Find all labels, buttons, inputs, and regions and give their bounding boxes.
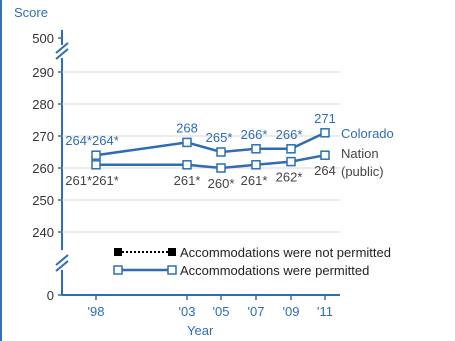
y-tick-label: 270	[32, 129, 54, 144]
axis-break-upper	[55, 42, 69, 60]
data-label: 264*264*	[65, 133, 119, 148]
y-tick-label: 500	[32, 31, 54, 46]
data-point	[91, 160, 101, 170]
y-tick-label: 250	[32, 193, 54, 208]
data-point	[91, 150, 101, 160]
legend-swatch-not-permitted-marker	[114, 248, 122, 256]
legend-label-permitted: Accommodations were permitted	[180, 263, 369, 278]
series-name-nation-sub: (public)	[341, 164, 384, 179]
series-name-colorado: Colorado	[341, 126, 394, 141]
x-tick-label: '11	[317, 304, 333, 319]
x-axis-title: Year	[187, 323, 214, 338]
x-tick-label: '98	[88, 304, 105, 319]
series-name-nation: Nation	[341, 146, 379, 161]
y-axis-title: Score	[14, 5, 48, 20]
left-edge-rule	[0, 0, 2, 341]
legend-label-not-permitted: Accommodations were not permitted	[180, 245, 391, 260]
series-line-1	[96, 153, 326, 170]
data-label: 261*	[174, 173, 201, 188]
data-point	[320, 150, 330, 160]
data-point	[251, 160, 261, 170]
data-label: 261*	[241, 173, 268, 188]
y-tick-label: 260	[32, 161, 54, 176]
data-point	[216, 163, 226, 173]
data-label: 261*261*	[65, 173, 119, 188]
data-label: 265*	[206, 130, 233, 145]
data-label: 266*	[241, 127, 268, 142]
tick-labels: 500 290 280 270 260 250 240 0 '98 '03 '05 '07 '09 '11	[32, 31, 333, 319]
data-point	[320, 128, 330, 138]
data-point	[286, 156, 296, 167]
x-tick-label: '03	[179, 304, 196, 319]
data-label: 266*	[276, 127, 303, 142]
data-point	[182, 160, 192, 170]
y-tick-label: 290	[32, 65, 54, 80]
data-point	[216, 147, 226, 157]
legend-swatch-not-permitted-marker	[168, 248, 176, 256]
data-point	[182, 137, 192, 148]
data-label: 264	[314, 163, 336, 178]
data-label: 268	[176, 120, 198, 135]
data-label: 262*	[276, 170, 303, 185]
x-tick-label: '05	[213, 304, 230, 319]
axis-break-lower	[55, 254, 69, 272]
x-tick-label: '07	[248, 304, 265, 319]
y-tick-label: 280	[32, 97, 54, 112]
legend-swatch-permitted-marker	[113, 265, 123, 275]
series-line-0	[95, 131, 326, 157]
axes	[55, 30, 340, 300]
y-tick-label: 0	[47, 288, 54, 303]
data-label: 260*	[208, 176, 235, 191]
legend-swatch-permitted-marker	[167, 265, 177, 275]
data-point	[251, 144, 261, 154]
data-label: 271	[314, 111, 336, 126]
legend: Accommodations were not permitted Accommo…	[113, 245, 391, 278]
x-tick-label: '09	[283, 304, 300, 319]
y-tick-label: 240	[32, 225, 54, 240]
data-point	[286, 144, 296, 154]
